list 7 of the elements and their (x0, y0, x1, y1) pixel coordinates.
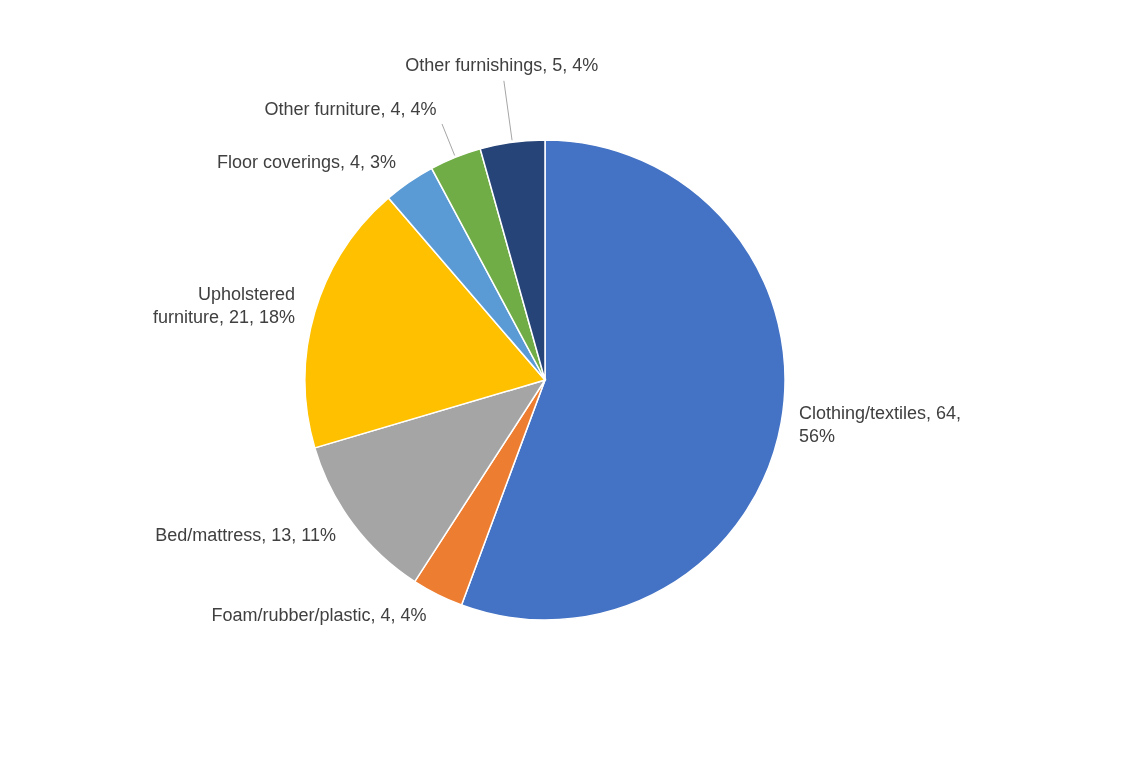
slice-label: Other furnishings, 5, 4% (405, 54, 599, 75)
slice-label: Bed/mattress, 13, 11% (155, 525, 337, 546)
slice-label: Upholstered furniture, 21, 18% (153, 283, 296, 327)
slice-label: Floor coverings, 4, 3% (216, 151, 397, 172)
slice-label: Other furniture, 4, 4% (264, 99, 437, 120)
slice-label: Clothing/textiles, 64, 56% (799, 403, 962, 447)
slice-label: Foam/rubber/plastic, 4, 4% (211, 605, 427, 626)
